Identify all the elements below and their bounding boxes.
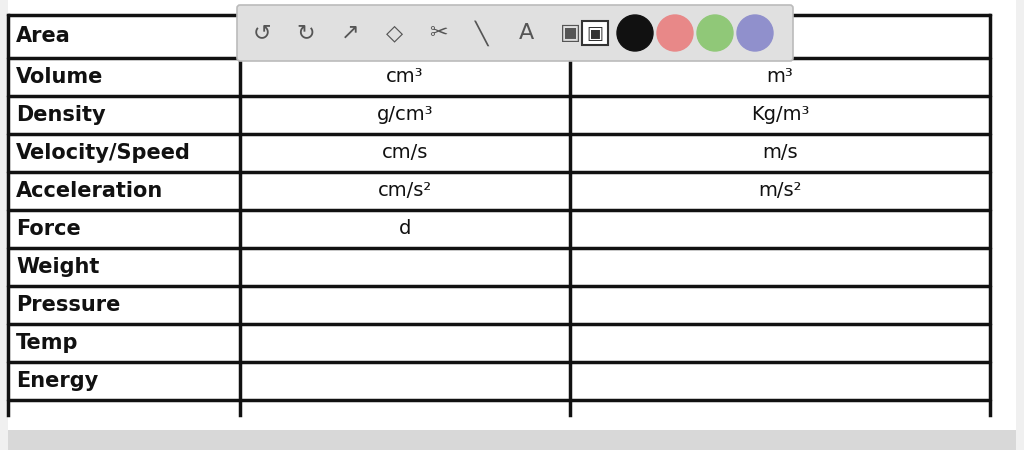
Text: cm/s: cm/s — [382, 144, 428, 162]
Text: ▣: ▣ — [559, 23, 581, 43]
Text: cm/s²: cm/s² — [378, 181, 432, 201]
Bar — [0, 430, 1024, 450]
Bar — [582, 21, 608, 45]
Text: ✂: ✂ — [429, 23, 447, 43]
Text: A: A — [518, 23, 534, 43]
Text: ◇: ◇ — [385, 23, 402, 43]
Text: m/s: m/s — [762, 144, 798, 162]
Text: Energy: Energy — [16, 371, 98, 391]
FancyBboxPatch shape — [237, 5, 793, 61]
Text: Weight: Weight — [16, 257, 99, 277]
Circle shape — [737, 15, 773, 51]
Bar — [1016, 0, 1024, 450]
Text: Force: Force — [16, 219, 81, 239]
Text: Density: Density — [16, 105, 105, 125]
Text: ↻: ↻ — [297, 23, 315, 43]
Text: ↗: ↗ — [341, 23, 359, 43]
Text: d: d — [398, 220, 412, 238]
Text: Area: Area — [16, 27, 71, 46]
Text: Kg/m³: Kg/m³ — [751, 105, 809, 125]
Text: ▣: ▣ — [587, 25, 603, 43]
Text: m/s²: m/s² — [758, 181, 802, 201]
Text: Velocity/Speed: Velocity/Speed — [16, 143, 190, 163]
Text: Acceleration: Acceleration — [16, 181, 163, 201]
Bar — [0, 0, 8, 450]
Text: Pressure: Pressure — [16, 295, 121, 315]
Text: Temp: Temp — [16, 333, 79, 353]
Circle shape — [697, 15, 733, 51]
Text: m³: m³ — [767, 68, 794, 86]
Circle shape — [617, 15, 653, 51]
Circle shape — [657, 15, 693, 51]
Text: ↺: ↺ — [253, 23, 271, 43]
Text: g/cm³: g/cm³ — [377, 105, 433, 125]
Text: ╲: ╲ — [475, 20, 488, 46]
Text: cm³: cm³ — [386, 68, 424, 86]
Text: Volume: Volume — [16, 67, 103, 87]
